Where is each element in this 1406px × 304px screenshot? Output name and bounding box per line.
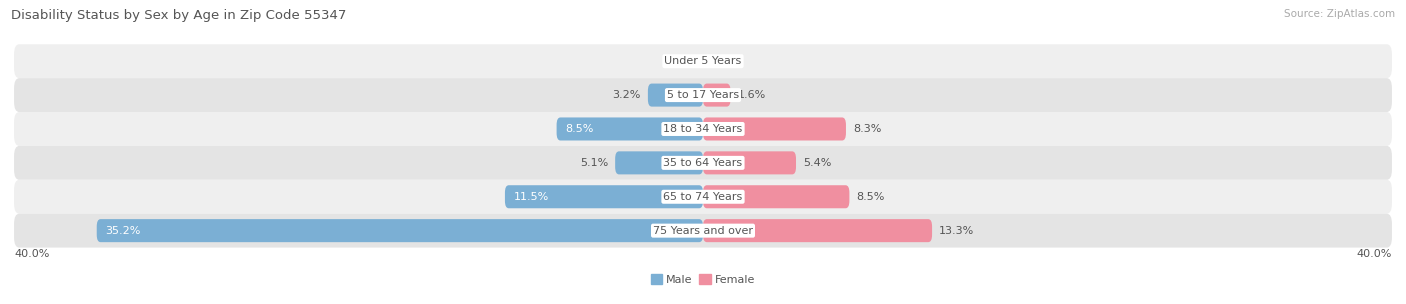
Text: 0.0%: 0.0%	[710, 56, 738, 66]
FancyBboxPatch shape	[14, 112, 1392, 146]
Text: 18 to 34 Years: 18 to 34 Years	[664, 124, 742, 134]
Text: 40.0%: 40.0%	[14, 249, 49, 259]
Legend: Male, Female: Male, Female	[647, 270, 759, 289]
FancyBboxPatch shape	[703, 84, 731, 107]
Text: 40.0%: 40.0%	[1357, 249, 1392, 259]
FancyBboxPatch shape	[97, 219, 703, 242]
FancyBboxPatch shape	[505, 185, 703, 208]
Text: 75 Years and over: 75 Years and over	[652, 226, 754, 236]
Text: 11.5%: 11.5%	[513, 192, 548, 202]
FancyBboxPatch shape	[557, 117, 703, 140]
Text: Disability Status by Sex by Age in Zip Code 55347: Disability Status by Sex by Age in Zip C…	[11, 9, 347, 22]
Text: Source: ZipAtlas.com: Source: ZipAtlas.com	[1284, 9, 1395, 19]
Text: 5.1%: 5.1%	[581, 158, 609, 168]
FancyBboxPatch shape	[14, 44, 1392, 78]
Text: 8.3%: 8.3%	[853, 124, 882, 134]
Text: 5.4%: 5.4%	[803, 158, 831, 168]
FancyBboxPatch shape	[14, 214, 1392, 247]
FancyBboxPatch shape	[14, 180, 1392, 214]
FancyBboxPatch shape	[648, 84, 703, 107]
Text: 8.5%: 8.5%	[856, 192, 884, 202]
Text: 13.3%: 13.3%	[939, 226, 974, 236]
FancyBboxPatch shape	[703, 151, 796, 174]
Text: 35.2%: 35.2%	[105, 226, 141, 236]
FancyBboxPatch shape	[616, 151, 703, 174]
Text: 1.6%: 1.6%	[738, 90, 766, 100]
Text: 5 to 17 Years: 5 to 17 Years	[666, 90, 740, 100]
Text: 65 to 74 Years: 65 to 74 Years	[664, 192, 742, 202]
Text: 3.2%: 3.2%	[613, 90, 641, 100]
FancyBboxPatch shape	[14, 78, 1392, 112]
FancyBboxPatch shape	[703, 219, 932, 242]
Text: 8.5%: 8.5%	[565, 124, 593, 134]
FancyBboxPatch shape	[14, 146, 1392, 180]
Text: 0.0%: 0.0%	[668, 56, 696, 66]
Text: Under 5 Years: Under 5 Years	[665, 56, 741, 66]
FancyBboxPatch shape	[703, 117, 846, 140]
Text: 35 to 64 Years: 35 to 64 Years	[664, 158, 742, 168]
FancyBboxPatch shape	[703, 185, 849, 208]
